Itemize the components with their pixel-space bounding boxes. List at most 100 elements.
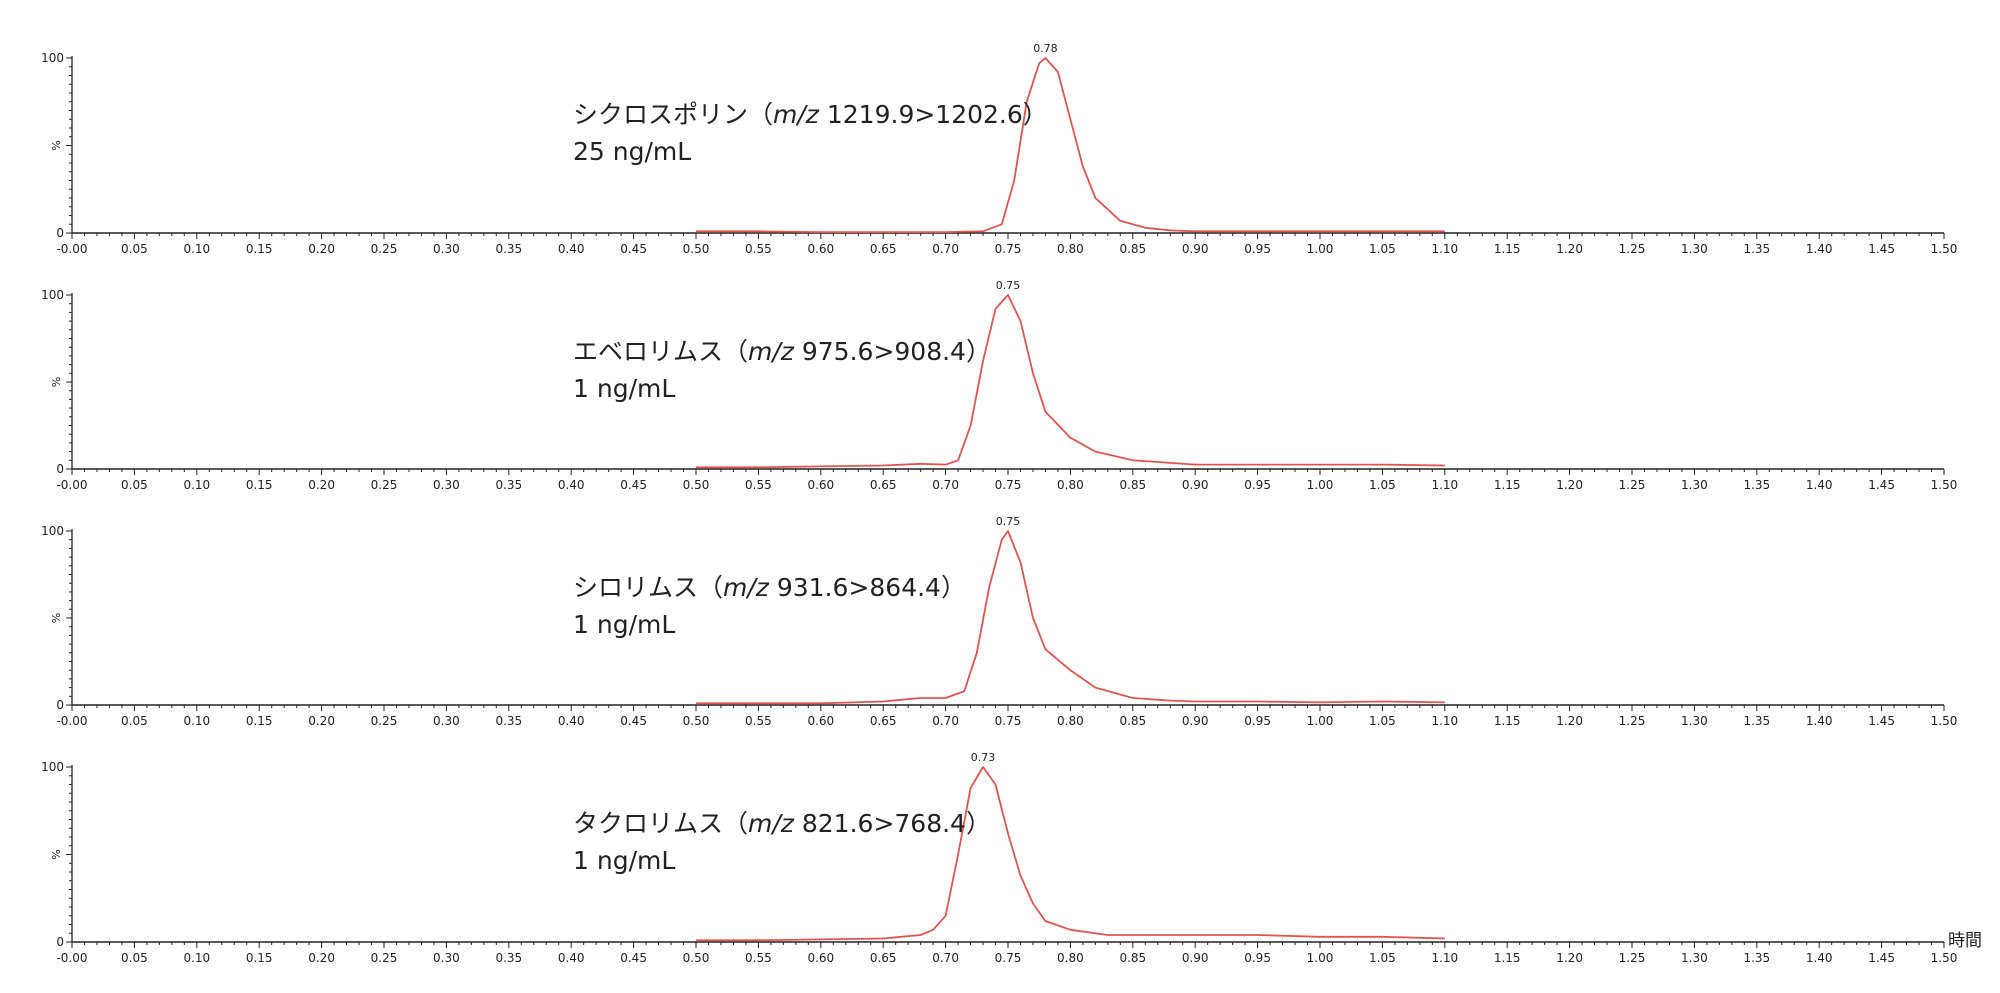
x-tick-label: -0.00	[56, 714, 87, 728]
x-tick-label: 0.50	[683, 714, 710, 728]
x-tick-label: 1.40	[1806, 478, 1833, 492]
x-tick-label: 0.65	[870, 714, 897, 728]
x-tick-label: 1.35	[1743, 242, 1770, 256]
y-tick-label: 100	[41, 524, 64, 538]
x-tick-label: 0.70	[932, 951, 959, 965]
x-tick-label: 1.00	[1307, 478, 1334, 492]
x-tick-label: 1.25	[1619, 714, 1646, 728]
x-tick-label: 0.55	[745, 714, 772, 728]
x-tick-label: -0.00	[56, 242, 87, 256]
x-tick-label: 1.30	[1681, 714, 1708, 728]
x-tick-label: 0.35	[495, 951, 522, 965]
x-tick-label: 1.05	[1369, 242, 1396, 256]
peak-retention-label: 0.75	[996, 279, 1021, 292]
x-tick-label: 0.35	[495, 242, 522, 256]
mz-label: m/z	[748, 809, 795, 838]
mz-label: m/z	[748, 337, 795, 366]
x-tick-label: 0.40	[558, 242, 585, 256]
x-tick-label: 1.15	[1494, 478, 1521, 492]
mz-transition: 975.6>908.4）	[794, 337, 991, 366]
y-tick-label: 100	[41, 288, 64, 302]
compound-name: シクロスポリン（	[573, 100, 773, 129]
x-tick-label: 0.15	[246, 478, 273, 492]
x-tick-label: 0.25	[371, 714, 398, 728]
x-tick-label: 1.20	[1556, 478, 1583, 492]
x-tick-label: 0.75	[995, 951, 1022, 965]
x-tick-label: 0.20	[308, 951, 335, 965]
x-tick-label: 1.50	[1931, 714, 1958, 728]
x-tick-label: 0.60	[807, 951, 834, 965]
x-tick-label: 0.05	[121, 242, 148, 256]
x-tick-label: 1.30	[1681, 478, 1708, 492]
mz-transition: 1219.9>1202.6）	[819, 100, 1048, 129]
x-tick-label: 0.10	[183, 951, 210, 965]
x-tick-label: 0.80	[1057, 951, 1084, 965]
x-axis-unit-label: 時間	[1948, 931, 1982, 951]
x-tick-label: 0.45	[620, 951, 647, 965]
x-tick-label: 1.25	[1619, 951, 1646, 965]
x-tick-label: 1.15	[1494, 714, 1521, 728]
x-tick-label: 1.30	[1681, 242, 1708, 256]
x-tick-label: 1.50	[1931, 242, 1958, 256]
x-tick-label: 0.80	[1057, 714, 1084, 728]
x-tick-label: 0.05	[121, 478, 148, 492]
mz-label: m/z	[723, 573, 770, 602]
x-tick-label: 1.45	[1868, 478, 1895, 492]
chromatogram-trace	[696, 530, 1445, 705]
x-tick-label: 1.30	[1681, 951, 1708, 965]
y-tick-label: 0	[56, 226, 64, 240]
x-tick-label: 0.10	[183, 242, 210, 256]
x-tick-label: 0.55	[745, 242, 772, 256]
mz-label: m/z	[773, 100, 820, 129]
compound-label: シロリムス（m/z 931.6>864.4）	[573, 573, 966, 602]
y-tick-label: 100	[41, 760, 64, 774]
mz-transition: 931.6>864.4）	[769, 573, 966, 602]
x-tick-label: 1.10	[1431, 478, 1458, 492]
peak-retention-label: 0.75	[996, 515, 1021, 528]
x-tick-label: 0.50	[683, 242, 710, 256]
y-axis-label: %	[50, 849, 63, 859]
x-tick-label: 0.90	[1182, 478, 1209, 492]
x-tick-label: 1.10	[1431, 242, 1458, 256]
x-tick-label: 0.95	[1244, 714, 1271, 728]
x-tick-label: 0.60	[807, 242, 834, 256]
x-tick-label: 0.55	[745, 478, 772, 492]
y-tick-label: 0	[56, 698, 64, 712]
x-tick-label: 0.10	[183, 714, 210, 728]
y-tick-label: 100	[41, 51, 64, 65]
x-tick-label: 0.70	[932, 242, 959, 256]
peak-retention-label: 0.73	[971, 751, 996, 764]
mz-transition: 821.6>768.4）	[794, 809, 991, 838]
compound-name: タクロリムス（	[573, 809, 748, 838]
x-tick-label: 0.95	[1244, 951, 1271, 965]
x-tick-label: 1.45	[1868, 242, 1895, 256]
compound-label: エベロリムス（m/z 975.6>908.4）	[573, 337, 991, 366]
x-tick-label: 1.15	[1494, 242, 1521, 256]
x-tick-label: 1.20	[1556, 951, 1583, 965]
x-tick-label: 0.95	[1244, 242, 1271, 256]
x-tick-label: 0.30	[433, 951, 460, 965]
x-tick-label: 0.15	[246, 951, 273, 965]
x-tick-label: 1.35	[1743, 478, 1770, 492]
x-tick-label: 1.40	[1806, 714, 1833, 728]
x-tick-label: 0.40	[558, 951, 585, 965]
x-tick-label: 1.50	[1931, 951, 1958, 965]
concentration-label: 25 ng/mL	[573, 137, 691, 166]
x-tick-label: 1.00	[1307, 951, 1334, 965]
x-tick-label: 1.00	[1307, 714, 1334, 728]
x-tick-label: -0.00	[56, 478, 87, 492]
x-tick-label: 1.00	[1307, 242, 1334, 256]
y-tick-label: 0	[56, 462, 64, 476]
x-tick-label: 0.80	[1057, 242, 1084, 256]
x-tick-label: 0.50	[683, 478, 710, 492]
x-tick-label: 0.80	[1057, 478, 1084, 492]
x-tick-label: 1.05	[1369, 478, 1396, 492]
x-tick-label: 0.20	[308, 714, 335, 728]
x-tick-label: 0.85	[1119, 714, 1146, 728]
x-tick-label: 1.05	[1369, 714, 1396, 728]
x-tick-label: 1.50	[1931, 478, 1958, 492]
x-tick-label: 0.15	[246, 242, 273, 256]
x-tick-label: 0.40	[558, 478, 585, 492]
x-tick-label: 0.40	[558, 714, 585, 728]
